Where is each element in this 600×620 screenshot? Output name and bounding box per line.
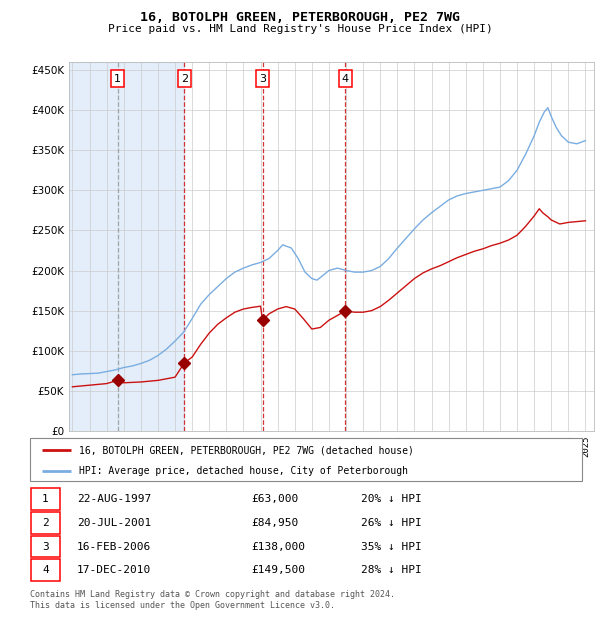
Text: 35% ↓ HPI: 35% ↓ HPI xyxy=(361,541,422,552)
Text: 4: 4 xyxy=(42,565,49,575)
Text: £149,500: £149,500 xyxy=(251,565,305,575)
Text: £63,000: £63,000 xyxy=(251,494,298,504)
Text: 2: 2 xyxy=(181,74,188,84)
Text: 16-FEB-2006: 16-FEB-2006 xyxy=(77,541,151,552)
Text: 20% ↓ HPI: 20% ↓ HPI xyxy=(361,494,422,504)
Bar xyxy=(31,488,60,510)
Bar xyxy=(69,62,118,431)
Text: 28% ↓ HPI: 28% ↓ HPI xyxy=(361,565,422,575)
Text: 22-AUG-1997: 22-AUG-1997 xyxy=(77,494,151,504)
Text: HPI: Average price, detached house, City of Peterborough: HPI: Average price, detached house, City… xyxy=(79,466,407,476)
Text: 17-DEC-2010: 17-DEC-2010 xyxy=(77,565,151,575)
Text: £84,950: £84,950 xyxy=(251,518,298,528)
Bar xyxy=(118,62,184,431)
Bar xyxy=(31,512,60,534)
Text: £138,000: £138,000 xyxy=(251,541,305,552)
Text: 16, BOTOLPH GREEN, PETERBOROUGH, PE2 7WG (detached house): 16, BOTOLPH GREEN, PETERBOROUGH, PE2 7WG… xyxy=(79,445,413,455)
Bar xyxy=(31,536,60,557)
Text: 20-JUL-2001: 20-JUL-2001 xyxy=(77,518,151,528)
Text: 16, BOTOLPH GREEN, PETERBOROUGH, PE2 7WG: 16, BOTOLPH GREEN, PETERBOROUGH, PE2 7WG xyxy=(140,11,460,24)
Bar xyxy=(31,559,60,581)
Text: 2: 2 xyxy=(42,518,49,528)
Text: 1: 1 xyxy=(42,494,49,504)
Text: 3: 3 xyxy=(259,74,266,84)
Text: Contains HM Land Registry data © Crown copyright and database right 2024.
This d: Contains HM Land Registry data © Crown c… xyxy=(30,590,395,609)
Text: 4: 4 xyxy=(342,74,349,84)
Text: 26% ↓ HPI: 26% ↓ HPI xyxy=(361,518,422,528)
Text: 1: 1 xyxy=(114,74,121,84)
Text: 3: 3 xyxy=(42,541,49,552)
Text: Price paid vs. HM Land Registry's House Price Index (HPI): Price paid vs. HM Land Registry's House … xyxy=(107,24,493,33)
